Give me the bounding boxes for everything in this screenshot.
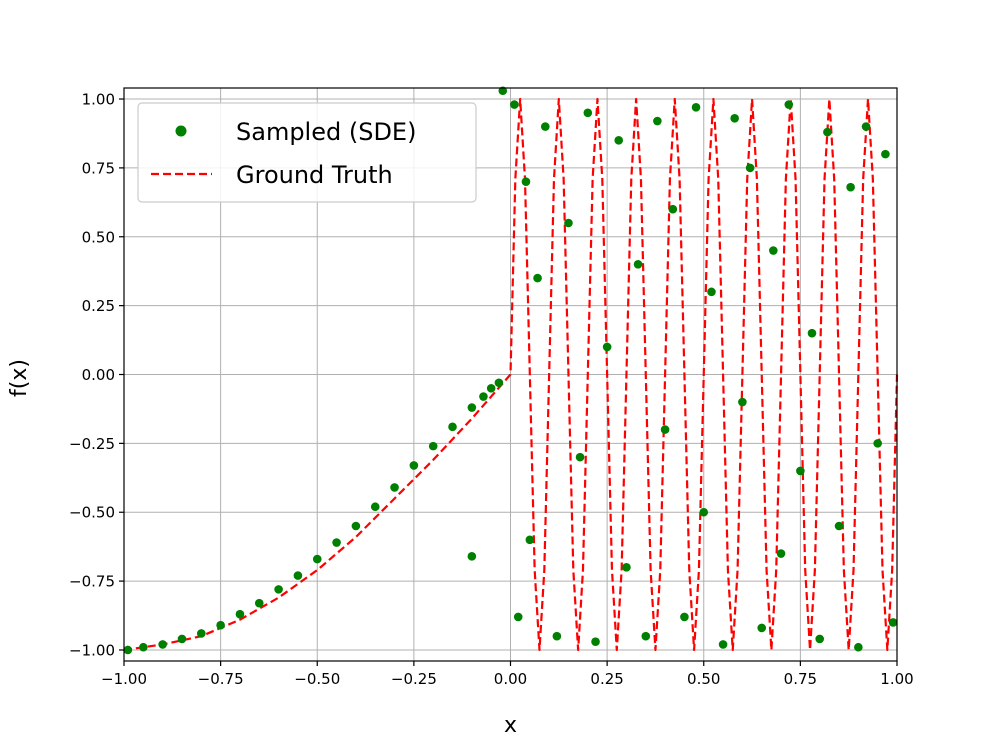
sampled-point [861, 122, 871, 131]
sampled-point [769, 246, 778, 255]
sampled-point [428, 441, 438, 451]
sampled-point [796, 466, 805, 476]
sampled-point [123, 645, 133, 655]
y-tick-label: −0.25 [69, 435, 115, 453]
sampled-point [177, 634, 187, 644]
sampled-point [834, 521, 844, 531]
y-tick-label: 0.00 [82, 366, 115, 384]
sampled-point [691, 102, 701, 112]
sampled-point [254, 598, 264, 608]
sampled-point [448, 422, 457, 432]
x-tick-label: 0.25 [590, 670, 623, 688]
y-tick-label: −0.75 [69, 573, 115, 591]
sampled-point [494, 378, 504, 388]
sampled-point [312, 554, 322, 564]
sampled-point [525, 535, 535, 545]
sampled-point [591, 637, 600, 647]
sampled-point [641, 631, 651, 641]
sampled-point [467, 403, 477, 412]
sampled-point [745, 163, 755, 173]
sampled-point [486, 383, 496, 393]
sampled-point [521, 177, 531, 186]
x-tick-label: −0.25 [391, 670, 437, 688]
sampled-point [738, 397, 747, 407]
y-axis-title: f(x) [7, 359, 32, 397]
x-tick-label: 0.75 [784, 670, 817, 688]
sampled-point [699, 507, 709, 517]
sampled-point [575, 452, 585, 462]
y-tick-label: 0.75 [82, 159, 115, 177]
sampled-point [653, 116, 662, 126]
sampled-point [622, 563, 631, 572]
legend: Sampled (SDE) Ground Truth [137, 102, 477, 203]
sampled-point [274, 585, 283, 594]
sampled-point [784, 100, 794, 109]
sampled-point [680, 612, 689, 622]
sampled-point [139, 642, 148, 652]
sampled-point [351, 521, 361, 531]
sampled-point [564, 218, 573, 228]
sampled-point [513, 612, 523, 622]
legend-label-ground-truth: Ground Truth [236, 161, 393, 189]
x-tick-label: 0.50 [687, 670, 720, 688]
ground-truth-line [123, 97, 899, 652]
sampled-point [216, 620, 225, 630]
sampled-point [533, 273, 542, 283]
sampled-point [854, 642, 863, 652]
sampled-point [370, 502, 380, 512]
sampled-point [718, 640, 728, 649]
ground-truth-series [123, 97, 899, 652]
sampled-point [707, 287, 716, 297]
x-tick-label: 0.00 [494, 670, 527, 688]
x-tick-label: 1.00 [880, 670, 913, 688]
axis-ticks: −1.00 −1.00 −0.75 −0.75 −0.50 −0.50 −0.25 −0.25… [69, 91, 914, 688]
sampled-point [293, 571, 303, 580]
sampled-point [479, 392, 488, 401]
sampled-point [583, 108, 593, 118]
sampled-point [235, 609, 245, 619]
y-tick-label: 0.25 [82, 297, 115, 315]
sampled-point [873, 439, 882, 448]
legend-box [137, 102, 477, 203]
sampled-point [757, 623, 767, 633]
legend-marker-sampled [175, 125, 187, 137]
legend-label-sampled: Sampled (SDE) [236, 118, 416, 146]
sampled-point [409, 461, 419, 470]
sampled-point [332, 538, 341, 547]
x-tick-label: −0.50 [294, 670, 340, 688]
sampled-point [467, 552, 477, 561]
sampled-point [552, 631, 562, 641]
sampled-point [730, 114, 739, 123]
sampled-point [881, 149, 890, 159]
y-tick-label: 1.00 [82, 91, 115, 109]
x-tick-label: −0.75 [198, 670, 244, 688]
sampled-point [540, 122, 550, 131]
sampled-point [510, 100, 519, 109]
sampled-point [614, 136, 624, 145]
sampled-point [633, 260, 643, 269]
sampled-point [815, 634, 824, 644]
sampled-point [197, 629, 206, 638]
y-tick-label: −0.50 [69, 504, 115, 522]
sampled-point [668, 204, 678, 214]
sampled-point [776, 549, 786, 558]
sampled-point [158, 640, 167, 649]
sampled-point [660, 425, 670, 434]
x-axis-title: x [504, 713, 517, 738]
y-tick-label: −1.00 [69, 641, 115, 659]
y-tick-label: 0.50 [82, 228, 115, 246]
sampled-point [823, 127, 832, 137]
sampled-point [807, 328, 817, 338]
sampled-point [390, 483, 399, 492]
sampled-point [602, 342, 612, 352]
sampled-point [846, 182, 855, 192]
x-tick-label: −1.00 [101, 670, 147, 688]
sampled-point [888, 618, 898, 627]
